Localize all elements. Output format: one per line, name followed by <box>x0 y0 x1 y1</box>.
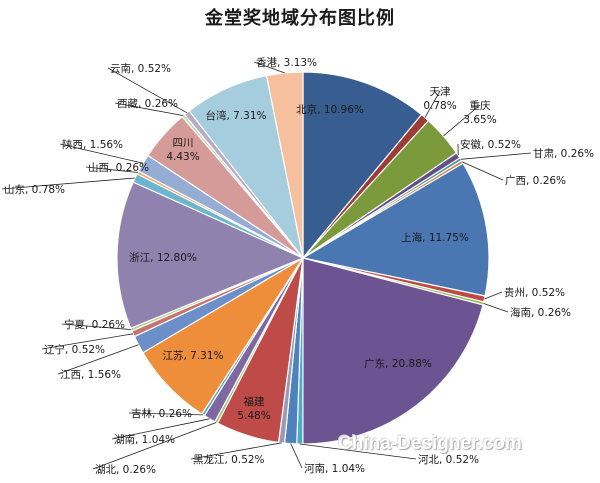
slice-label: 江苏, 7.31% <box>162 349 223 362</box>
leader-line <box>107 67 187 114</box>
leader-line <box>443 104 481 137</box>
leader-line <box>41 333 134 350</box>
slice-label: 黑龙江, 0.52% <box>193 453 265 466</box>
leader-line <box>92 422 217 470</box>
leader-line <box>484 291 503 300</box>
leader-line <box>114 102 184 116</box>
leader-line <box>424 90 441 118</box>
slice-label: 广东, 20.88% <box>364 357 432 370</box>
leader-line <box>1 177 136 190</box>
slice-label: 北京, 10.96% <box>296 103 364 116</box>
slice-label: 上海, 11.75% <box>401 231 469 244</box>
slice-label: 湖南, 1.04% <box>114 433 175 446</box>
leader-line <box>111 418 210 440</box>
leader-line <box>290 443 303 469</box>
slice-label: 福建 5.48% <box>237 395 270 422</box>
slice-label: 云南, 0.52% <box>110 62 171 75</box>
slice-label: 广西, 0.26% <box>505 175 566 187</box>
slice-labels: 北京, 10.96% 天津 0.78% 重庆 3.65% 安徽, 0.52% 甘肃, 0.2… <box>4 57 594 476</box>
pie-slice <box>302 257 484 445</box>
slice-label: 陕西, 1.56% <box>62 138 123 151</box>
leader-line <box>61 323 132 330</box>
slice-label: 辽宁, 0.52% <box>44 343 105 356</box>
pie-slice <box>116 181 305 329</box>
leader-line <box>85 166 138 173</box>
slice-label: 山东, 0.78% <box>4 183 65 196</box>
slice-label: 宁夏, 0.26% <box>64 318 125 331</box>
leader-line <box>462 161 504 181</box>
slice-label: 吉林, 0.26% <box>131 407 192 420</box>
slice-label: 河南, 1.04% <box>304 462 365 475</box>
slice-label: 江西, 1.56% <box>60 369 121 381</box>
leader-lines <box>1 61 532 470</box>
chart-title: 金堂奖地域分布图比例 <box>205 8 395 29</box>
slice-label: 河北, 0.52% <box>418 454 479 466</box>
leader-line <box>460 152 532 160</box>
pie-slice <box>302 71 423 260</box>
pie-slices <box>116 71 490 445</box>
slice-label: 湖北, 0.26% <box>95 464 156 476</box>
leader-line <box>190 442 282 460</box>
slice-label: 台湾, 7.31% <box>205 109 266 122</box>
slice-label: 西藏, 0.26% <box>117 98 178 110</box>
slice-label: 重庆 3.65% <box>463 99 496 126</box>
slice-label: 香港, 3.13% <box>256 57 317 69</box>
slice-label: 海南, 0.26% <box>510 306 571 319</box>
leader-line <box>483 303 509 313</box>
slice-label: 浙江, 12.80% <box>129 252 197 264</box>
slice-label: 山西, 0.26% <box>88 162 149 174</box>
leader-line <box>299 443 417 460</box>
slice-label: 安徽, 0.52% <box>460 138 521 151</box>
watermark: China-Designer.com <box>338 433 522 454</box>
slice-label: 贵州, 0.52% <box>504 286 565 299</box>
slice-label: 四川 4.43% <box>166 137 199 163</box>
pie-slice <box>301 162 490 297</box>
leader-line <box>57 344 139 375</box>
slice-label: 甘肃, 0.26% <box>533 147 594 160</box>
slice-label: 天津 0.78% <box>423 86 456 112</box>
leader-line <box>59 143 144 164</box>
leader-line <box>128 412 204 416</box>
leader-line <box>253 61 285 74</box>
